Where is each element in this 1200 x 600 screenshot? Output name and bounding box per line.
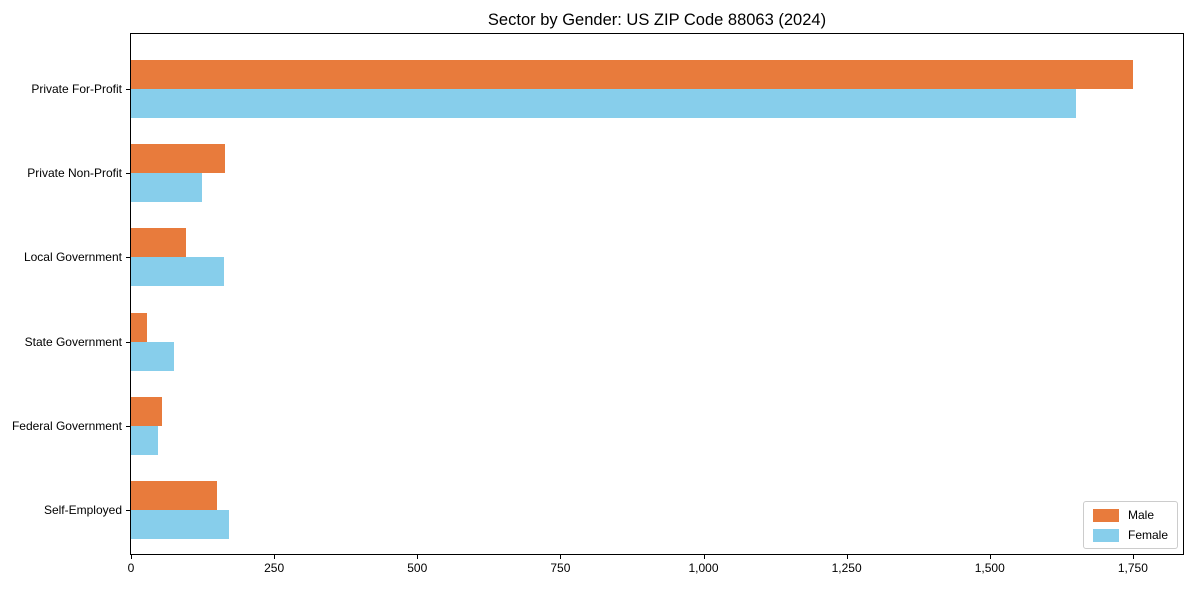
bar-male-self-employed	[131, 481, 217, 510]
bar-female-local-government	[131, 257, 224, 287]
y-tick-label-federal-government: Federal Government	[11, 418, 122, 433]
x-tick-label-750: 750	[550, 561, 571, 575]
x-tick-label-500: 500	[407, 561, 428, 575]
bar-female-federal-government	[131, 425, 158, 455]
legend-entry-female: Female	[1092, 528, 1168, 542]
y-tick-mark	[126, 173, 130, 175]
x-tick-mark	[846, 555, 848, 559]
bar-female-private-non-profit	[131, 173, 202, 203]
bar-male-private-for-profit	[131, 60, 1133, 89]
y-tick-mark	[126, 89, 130, 90]
x-tick-mark	[417, 555, 419, 559]
y-tick-label-private-for-profit: Private For-Profit	[31, 82, 122, 96]
y-tick-label-self-employed: Self-Employed	[43, 503, 122, 517]
y-tick-mark	[126, 425, 130, 427]
y-tick-label-state-government: State Government	[24, 334, 122, 349]
x-tick-label-1500: 1,500	[974, 561, 1005, 575]
x-tick-label-250: 250	[264, 561, 285, 575]
x-tick-mark	[1132, 555, 1134, 559]
legend-entry-male: Male	[1092, 508, 1168, 522]
x-tick-label-1750: 1,750	[1117, 561, 1148, 575]
x-tick-label-1250: 1,250	[831, 561, 862, 575]
legend: Male Female	[1082, 501, 1178, 549]
bar-female-self-employed	[131, 510, 230, 539]
x-tick-mark	[703, 555, 705, 559]
x-tick-mark	[274, 555, 276, 559]
y-tick-mark	[126, 257, 130, 259]
bar-female-state-government	[131, 341, 174, 371]
x-tick-mark	[989, 555, 991, 559]
male-series-swatch	[1092, 508, 1119, 522]
x-tick-label-1000: 1,000	[688, 561, 719, 575]
bar-male-private-non-profit	[131, 144, 226, 174]
bar-male-local-government	[131, 228, 186, 258]
x-tick-mark	[560, 555, 562, 559]
legend-label-male: Male	[1127, 508, 1154, 522]
legend-label-female: Female	[1127, 528, 1168, 542]
plot-area: Male Female	[130, 33, 1184, 555]
x-tick-label-0: 0	[127, 561, 135, 575]
bar-male-state-government	[131, 312, 148, 342]
female-series-swatch	[1092, 528, 1119, 542]
y-tick-mark	[126, 341, 130, 343]
bar-female-private-for-profit	[131, 89, 1076, 118]
y-tick-label-private-non-profit: Private Non-Profit	[27, 166, 122, 181]
chart-title: Sector by Gender: US ZIP Code 88063 (202…	[487, 11, 827, 29]
x-tick-mark	[131, 555, 132, 559]
bar-male-federal-government	[131, 396, 163, 426]
y-tick-mark	[126, 510, 130, 511]
y-tick-label-local-government: Local Government	[23, 250, 122, 265]
